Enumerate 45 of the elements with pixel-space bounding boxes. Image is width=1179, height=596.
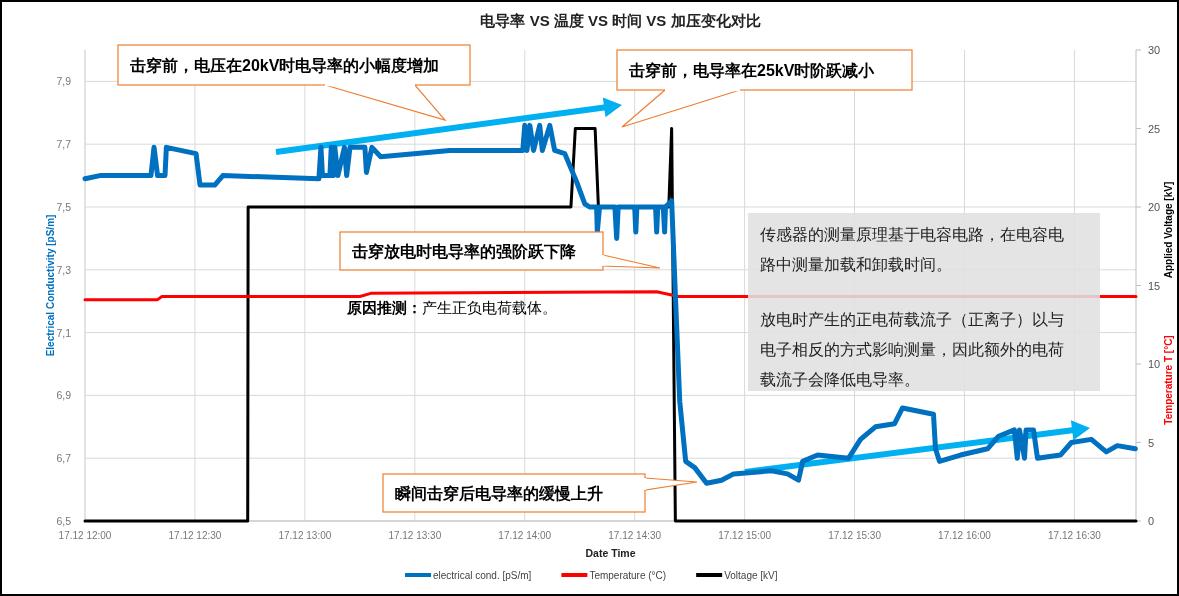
- y-tick-label: 7,7: [56, 138, 72, 151]
- legend-label: Voltage [kV]: [724, 570, 778, 581]
- y-tick-label: 7,1: [56, 326, 72, 339]
- annotation: 传感器的测量原理基于电容电路，在电容电路中测量加载和卸载时间。: [760, 226, 1064, 273]
- y2-tick-label: 5: [1148, 436, 1155, 449]
- y2-tick-label: 0: [1148, 515, 1155, 527]
- legend-label: electrical cond. [pS/m]: [433, 570, 532, 581]
- annotation: 击穿前，电压在20kV时电导率的小幅度增加: [129, 56, 440, 74]
- y2-tick-label: 20: [1148, 201, 1161, 213]
- annotation: 击穿前，电导率在25kV时阶跃减小: [628, 61, 876, 79]
- callout: 击穿放电时电导率的强阶跃下降: [339, 231, 661, 271]
- y-tick-label: 6,7: [56, 452, 72, 465]
- x-tick-label: 17.12 16:00: [938, 530, 992, 541]
- x-tick-label: 17.12 15:00: [718, 530, 772, 541]
- x-tick-label: 17.12 16:30: [1048, 530, 1102, 541]
- y2-tick-label: 15: [1148, 279, 1161, 292]
- annotation: 放电时产生的正电荷载流子（正离子）以与电子相反的方式影响测量，因此额外的电荷载流子会降低电导率。: [760, 311, 1064, 388]
- annotation: 原因推测：: [346, 299, 422, 316]
- y-axis-title: Electrical Conductivity [pS/m]: [45, 214, 56, 357]
- y-tick-label: 7,5: [56, 201, 72, 213]
- text: Temperature T [°C]: [1163, 335, 1174, 425]
- annotation: 产生正负电荷载体。: [422, 299, 557, 316]
- x-tick-label: 17.12 14:00: [498, 530, 552, 541]
- x-tick-label: 17.12 12:30: [168, 530, 222, 541]
- x-tick-label: 17.12 13:00: [278, 530, 332, 541]
- x-tick-label: 17.12 13:30: [388, 530, 442, 541]
- x-axis-title: Date Time: [585, 547, 636, 559]
- x-tick-label: 17.12 14:30: [608, 530, 662, 541]
- chart-title: 电导率 VS 温度 VS 时间 VS 加压变化对比: [480, 12, 761, 29]
- x-tick-label: 17.12 12:00: [58, 530, 112, 541]
- y2-tick-label: 25: [1148, 122, 1161, 135]
- y-tick-label: 6,5: [56, 515, 72, 527]
- callout: 瞬间击穿后电导率的缓慢上升: [382, 473, 698, 513]
- y-tick-label: 7,9: [56, 75, 72, 88]
- callout: 击穿前，电导率在25kV时阶跃减小: [616, 49, 913, 128]
- annotation: 击穿放电时电导率的强阶跃下降: [351, 242, 577, 260]
- x-tick-label: 17.12 15:30: [828, 530, 882, 541]
- y2-tick-label: 30: [1148, 44, 1161, 56]
- y2-tick-label: 10: [1148, 358, 1161, 370]
- legend-label: Temperature (°C): [589, 570, 667, 581]
- y-tick-label: 7,3: [56, 263, 72, 276]
- callout: 击穿前，电压在20kV时电导率的小幅度增加: [117, 44, 471, 122]
- y-tick-label: 6,9: [56, 389, 72, 402]
- annotation: 瞬间击穿后电导率的缓慢上升: [395, 484, 603, 502]
- y2-axis-title: Applied Voltage [kV]: [1163, 181, 1174, 279]
